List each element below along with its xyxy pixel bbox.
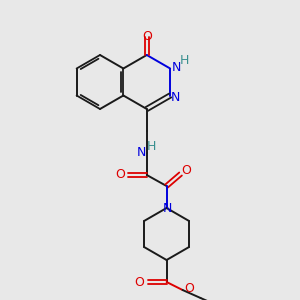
Text: O: O (135, 275, 145, 289)
Text: H: H (147, 140, 157, 152)
Text: H: H (179, 54, 189, 67)
Text: O: O (184, 283, 194, 296)
Text: O: O (142, 29, 152, 43)
Text: N: N (170, 91, 180, 104)
Text: N: N (172, 61, 181, 74)
Text: O: O (115, 169, 125, 182)
Text: N: N (137, 146, 146, 160)
Text: N: N (163, 202, 172, 215)
Text: O: O (182, 164, 191, 178)
